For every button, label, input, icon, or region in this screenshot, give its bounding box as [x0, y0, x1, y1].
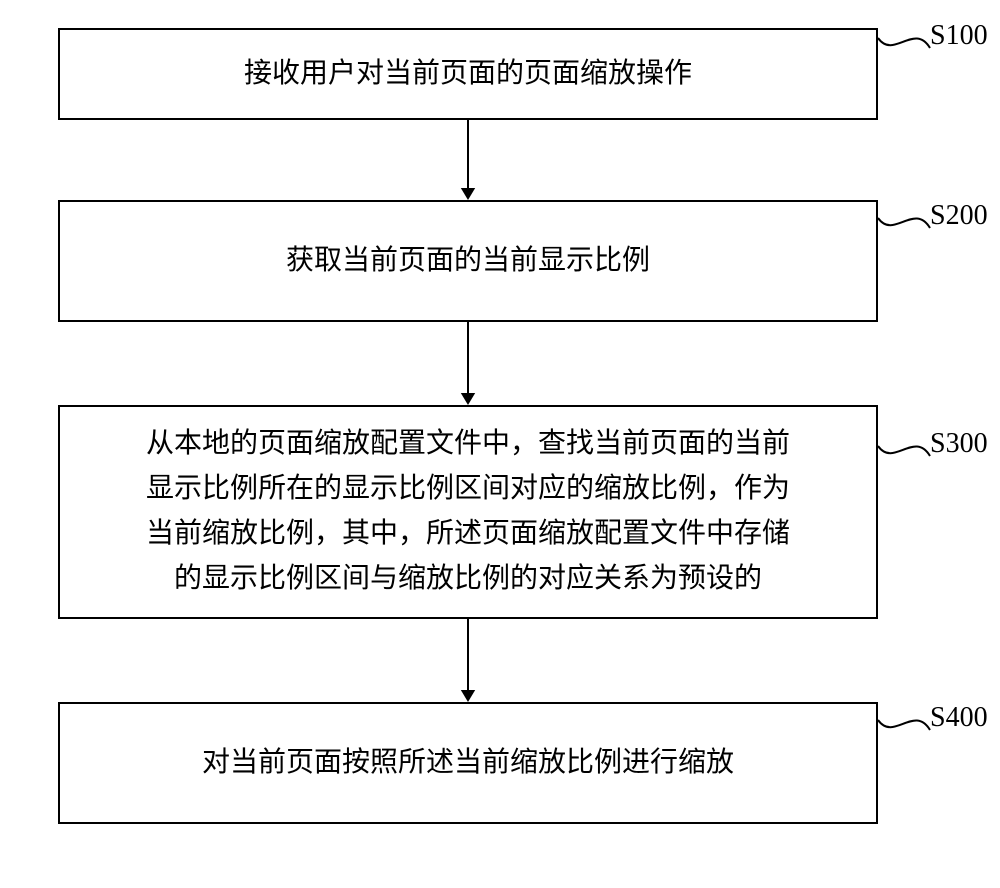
flowchart-step-label: S200: [930, 200, 988, 232]
flowchart-node-text: 对当前页面按照所述当前缩放比例进行缩放: [202, 741, 734, 786]
flowchart-node-text: 从本地的页面缩放配置文件中，查找当前页面的当前 显示比例所在的显示比例区间对应的…: [146, 422, 790, 601]
flowchart-node-n1: 接收用户对当前页面的页面缩放操作: [58, 28, 878, 120]
flowchart-node-n3: 从本地的页面缩放配置文件中，查找当前页面的当前 显示比例所在的显示比例区间对应的…: [58, 405, 878, 619]
flowchart-canvas: 接收用户对当前页面的页面缩放操作 S100 获取当前页面的当前显示比例 S200 从本地…: [0, 0, 1000, 888]
flowchart-node-n2: 获取当前页面的当前显示比例: [58, 200, 878, 322]
flowchart-step-label: S300: [930, 428, 988, 460]
flowchart-node-text: 获取当前页面的当前显示比例: [286, 239, 650, 284]
flowchart-node-text: 接收用户对当前页面的页面缩放操作: [244, 52, 692, 97]
flowchart-node-n4: 对当前页面按照所述当前缩放比例进行缩放: [58, 702, 878, 824]
flowchart-step-label: S100: [930, 20, 988, 52]
flowchart-step-label: S400: [930, 702, 988, 734]
